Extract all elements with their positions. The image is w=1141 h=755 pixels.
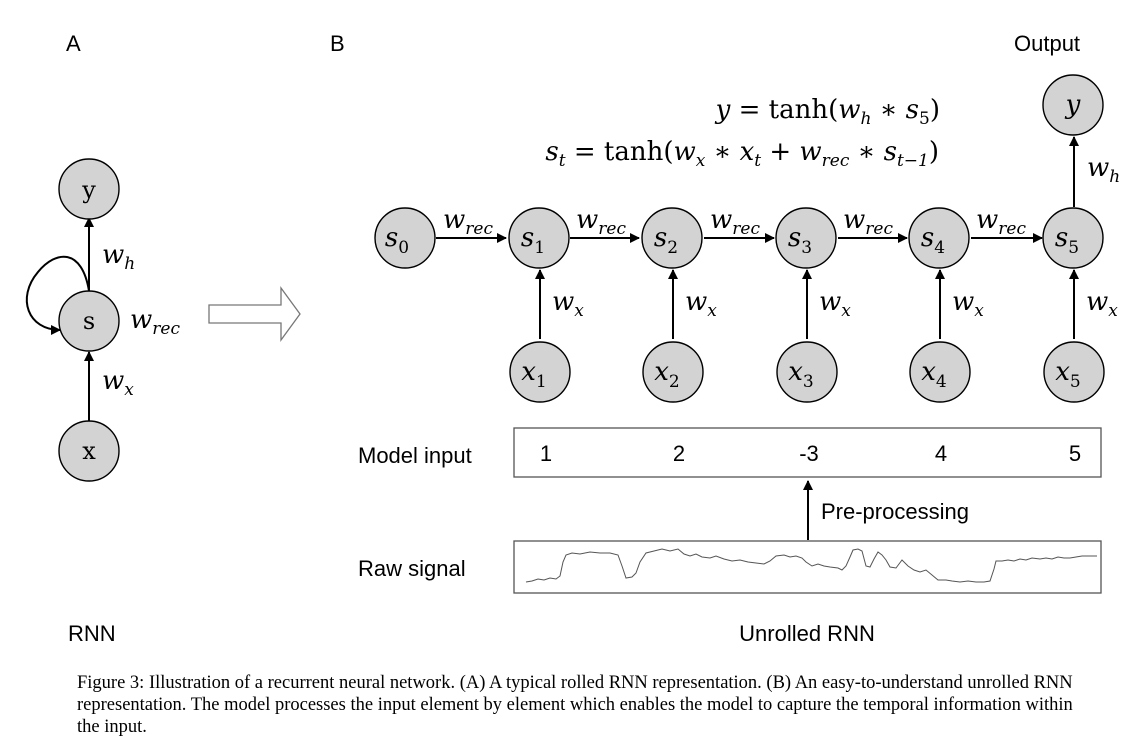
panel-a-node-y xyxy=(58,158,120,220)
model-input-box xyxy=(513,427,1102,478)
node-s1-label: s1 xyxy=(521,223,545,258)
panel-a-weight-x: wx xyxy=(102,366,134,400)
weight-rec-label: wrec xyxy=(443,205,493,239)
panel-a-node-y-label: y xyxy=(81,176,96,204)
weight-rec-label: wrec xyxy=(710,205,760,239)
node-x4-label: x4 xyxy=(921,357,947,392)
panel-a-node-s xyxy=(58,290,120,352)
node-s5-label: s5 xyxy=(1055,223,1079,258)
model-input-label: Model input xyxy=(358,443,472,468)
node-x3 xyxy=(776,341,838,403)
weight-x-label: wx xyxy=(952,287,984,321)
weight-rec-label: wrec xyxy=(976,205,1026,239)
panel-a-node-x-label: x xyxy=(82,437,96,465)
panel-a-self-loop xyxy=(25,255,90,335)
node-s3 xyxy=(775,207,837,269)
node-s2-label: s2 xyxy=(654,223,678,258)
weight-rec-label: wrec xyxy=(843,205,893,239)
model-input-value: 1 xyxy=(540,441,552,466)
model-input-value: 5 xyxy=(1069,441,1081,466)
node-s2 xyxy=(641,207,703,269)
weight-x-label: wx xyxy=(685,287,717,321)
node-x2 xyxy=(642,341,704,403)
node-s0 xyxy=(374,207,436,269)
node-s4-label: s4 xyxy=(921,223,945,258)
panel-a-node-x xyxy=(58,420,120,482)
node-x3-label: x3 xyxy=(788,357,814,392)
raw-signal-trace xyxy=(525,548,1097,583)
panel-b-letter: B xyxy=(330,31,345,56)
node-s3-label: s3 xyxy=(788,223,812,258)
model-input-value: 4 xyxy=(935,441,947,466)
model-input-value: -3 xyxy=(799,441,819,466)
node-s5 xyxy=(1042,207,1104,269)
weight-rec-label: wrec xyxy=(576,205,626,239)
panel-a-node-s-label: s xyxy=(83,307,95,335)
equation-state: st = tanh(wx ∗ xt + wrec ∗ st−1) xyxy=(545,137,939,171)
equation-output: y = tanh(wh ∗ s5) xyxy=(715,95,940,129)
node-x1 xyxy=(509,341,571,403)
weight-x-label: wx xyxy=(552,287,584,321)
node-y-output-label: y xyxy=(1065,90,1081,120)
panel-b-title: Unrolled RNN xyxy=(739,621,875,646)
preprocessing-label: Pre-processing xyxy=(821,499,969,524)
node-x4 xyxy=(909,341,971,403)
node-x2-label: x2 xyxy=(654,357,680,392)
model-input-value: 2 xyxy=(673,441,685,466)
node-x5-label: x5 xyxy=(1055,357,1081,392)
output-label: Output xyxy=(1014,31,1080,56)
node-y-output xyxy=(1042,74,1104,136)
node-s0-label: s0 xyxy=(385,223,409,258)
raw-signal-label: Raw signal xyxy=(358,556,466,581)
weight-x-label: wx xyxy=(1086,287,1118,321)
node-x1-label: x1 xyxy=(521,357,547,392)
figure-caption: Figure 3: Illustration of a recurrent ne… xyxy=(77,673,1073,737)
panel-a-title: RNN xyxy=(68,621,116,646)
panel-a-weight-h: wh xyxy=(102,240,135,274)
panel-a-weight-rec: wrec xyxy=(130,305,180,339)
node-s1 xyxy=(508,207,570,269)
raw-signal-box xyxy=(513,540,1102,594)
weight-x-label: wx xyxy=(819,287,851,321)
weight-h-label: wh xyxy=(1087,153,1120,187)
unroll-arrow-icon xyxy=(208,286,301,342)
panel-a-letter: A xyxy=(66,31,81,56)
node-s4 xyxy=(908,207,970,269)
node-x5 xyxy=(1043,341,1105,403)
